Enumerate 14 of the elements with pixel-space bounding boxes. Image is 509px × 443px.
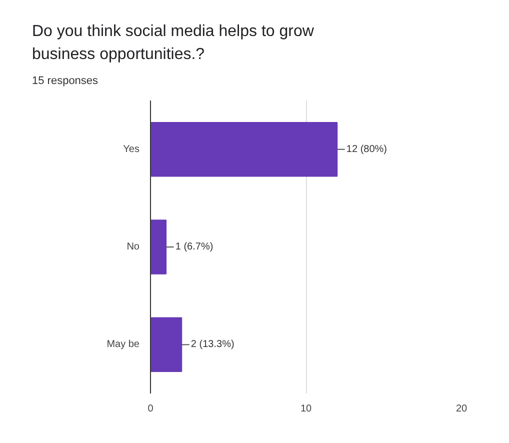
data-label: 1 (6.7%) bbox=[175, 242, 214, 253]
y-tick-label: No bbox=[126, 242, 140, 253]
data-label: 12 (80%) bbox=[346, 144, 388, 155]
bar bbox=[150, 122, 338, 177]
x-tick-label: 20 bbox=[456, 404, 468, 415]
data-label: 2 (13.3%) bbox=[190, 339, 234, 350]
bar bbox=[150, 220, 167, 274]
x-tick-label: 10 bbox=[300, 404, 312, 415]
bar bbox=[150, 317, 182, 372]
y-tick-label: May be bbox=[106, 339, 140, 350]
chart-title: Do you think social media helps to grow business opportunities.? bbox=[32, 22, 315, 66]
y-tick-label: Yes bbox=[123, 144, 140, 155]
chart-subtitle: 15 responses bbox=[32, 74, 98, 90]
x-tick-label: 0 bbox=[148, 404, 154, 415]
